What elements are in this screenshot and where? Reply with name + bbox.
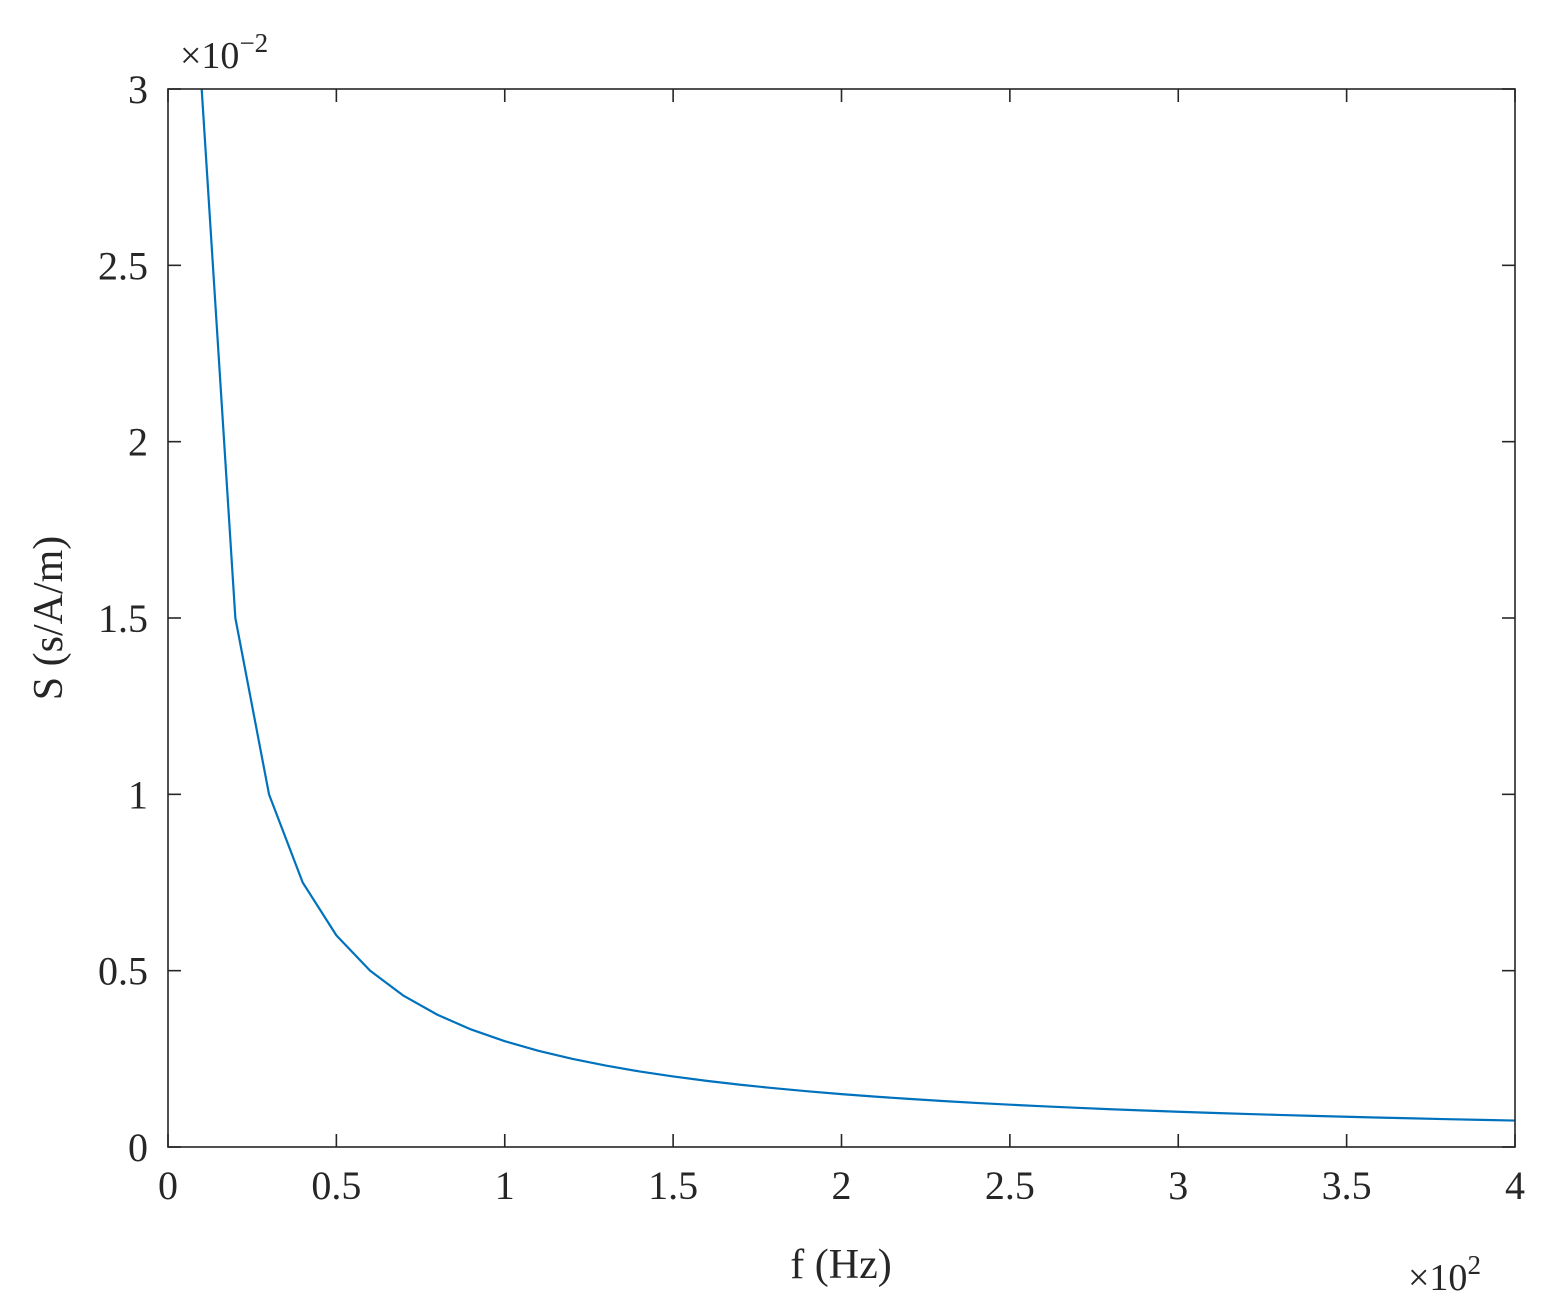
x-tick-label: 0.5 [311,1163,361,1208]
x-tick-label: 2.5 [985,1163,1035,1208]
y-tick-label: 0.5 [98,949,148,994]
x-tick-label: 2 [832,1163,852,1208]
y-tick-label: 2.5 [98,243,148,288]
x-multiplier: ×102 [1408,1250,1481,1299]
x-tick-label: 3.5 [1322,1163,1372,1208]
x-tick-label: 1 [495,1163,515,1208]
x-tick-label: 1.5 [648,1163,698,1208]
x-axis-label: f (Hz) [790,1242,891,1288]
y-tick-label: 2 [128,420,148,465]
y-axis-label: S (s/A/m) [26,536,72,701]
series-line [200,88,1516,1122]
y-multiplier: ×10−2 [180,28,268,77]
axes-box [167,88,1516,1148]
y-tick-label: 0 [128,1125,148,1170]
x-tick-label: 3 [1168,1163,1188,1208]
y-tick-label: 1 [128,772,148,817]
x-tick-label: 4 [1505,1163,1525,1208]
y-tick-label: 3 [128,67,148,112]
y-tick-label: 1.5 [98,596,148,641]
x-tick-label: 0 [158,1163,178,1208]
plot-area [168,89,1515,1147]
